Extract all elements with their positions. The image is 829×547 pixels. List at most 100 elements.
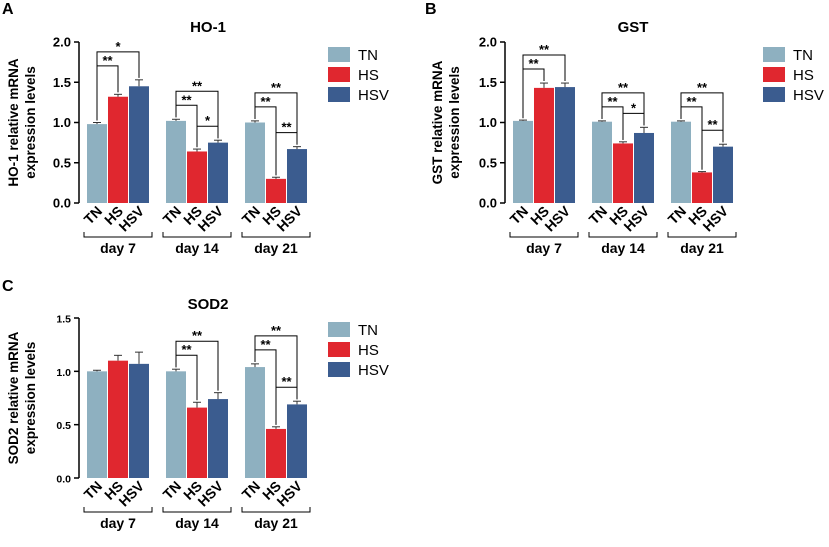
x-tick-label: HSV — [273, 202, 305, 234]
significance-marker: ** — [607, 94, 618, 109]
bar-hsv — [287, 404, 307, 478]
y-tick-label: 0.5 — [56, 420, 71, 432]
bar-tn — [87, 371, 107, 478]
y-tick-label: 1.5 — [53, 75, 71, 90]
y-tick-label: 0.5 — [479, 155, 497, 170]
significance-bracket — [196, 125, 219, 148]
x-tick-label: HSV — [620, 202, 652, 234]
chart-panel-c: C SOD2 SOD2 relative mRNA expression levels… — [2, 278, 389, 531]
y-axis-label: GST relative mRNA — [430, 60, 445, 184]
group-label: day 7 — [100, 515, 136, 531]
x-tick-label: HSV — [194, 202, 226, 234]
bar-hs — [613, 143, 633, 203]
chart-panel-b: B GST GST relative mRNA expression levels 0.… — [425, 1, 824, 256]
bar-hs — [108, 96, 128, 203]
legend-label-hs: HS — [358, 342, 379, 359]
bar-tn — [671, 121, 691, 203]
significance-marker: ** — [281, 120, 292, 135]
significance-bracket — [254, 335, 298, 400]
legend-swatch-tn — [763, 47, 785, 62]
legend-label-hsv: HSV — [358, 362, 389, 379]
x-tick-label: HSV — [115, 202, 147, 234]
y-tick-label: 1.0 — [53, 115, 71, 130]
significance-bracket — [175, 340, 219, 391]
significance-marker: ** — [618, 80, 629, 95]
y-tick-label: 0.0 — [479, 196, 497, 211]
significance-marker: ** — [271, 80, 282, 95]
significance-bracket — [680, 92, 724, 143]
significance-marker: * — [115, 39, 121, 54]
legend-label-hsv: HSV — [358, 87, 389, 104]
bar-hs — [187, 407, 207, 478]
bar-hs — [108, 360, 128, 478]
y-tick-label: 1.0 — [479, 115, 497, 130]
group-label: day 7 — [100, 240, 136, 256]
chart-title: GST — [618, 19, 649, 36]
bar-hsv — [129, 363, 149, 478]
significance-marker: ** — [281, 374, 292, 389]
significance-bracket — [622, 112, 645, 140]
y-tick-label: 0.0 — [56, 474, 71, 486]
bar-tn — [166, 371, 186, 478]
y-tick-label: 0.0 — [53, 196, 71, 211]
significance-marker: ** — [697, 80, 708, 95]
y-tick-label: 0.5 — [53, 155, 71, 170]
significance-marker: ** — [181, 342, 192, 357]
bar-tn — [592, 121, 612, 203]
significance-bracket — [601, 92, 645, 126]
group-bracket — [667, 232, 737, 238]
bar-hsv — [713, 146, 733, 203]
group-label: day 14 — [175, 515, 219, 531]
bar-tn — [87, 124, 107, 203]
significance-marker: ** — [528, 56, 539, 71]
y-tick-label: 2.0 — [479, 35, 497, 50]
significance-bracket — [522, 54, 566, 119]
significance-marker: ** — [260, 94, 271, 109]
bar-hs — [266, 428, 286, 478]
legend-swatch-hsv — [328, 87, 350, 102]
significance-bracket — [701, 129, 724, 170]
legend-label-tn: TN — [793, 47, 813, 64]
significance-bracket — [254, 92, 298, 145]
bar-hs — [266, 178, 286, 203]
significance-marker: * — [205, 113, 211, 128]
group-bracket — [83, 507, 153, 513]
legend-swatch-hs — [328, 67, 350, 82]
x-tick-label: HSV — [194, 477, 226, 509]
y-tick-label: 1.5 — [56, 314, 71, 326]
bar-tn — [513, 120, 533, 203]
significance-marker: ** — [102, 53, 113, 68]
y-axis-label: expression levels — [447, 66, 462, 179]
bar-hsv — [208, 399, 228, 478]
bar-hsv — [287, 149, 307, 203]
significance-bracket — [275, 386, 298, 425]
group-label: day 21 — [254, 240, 298, 256]
legend-swatch-hsv — [763, 87, 785, 102]
group-bracket — [588, 232, 658, 238]
significance-marker: ** — [181, 92, 192, 107]
group-bracket — [83, 232, 153, 238]
legend-label-tn: TN — [358, 322, 378, 339]
legend-label-hs: HS — [793, 67, 814, 84]
group-bracket — [162, 232, 232, 238]
significance-marker: ** — [686, 94, 697, 109]
x-tick-label: HSV — [699, 202, 731, 234]
bar-hs — [692, 172, 712, 203]
bar-hs — [187, 151, 207, 203]
group-bracket — [509, 232, 579, 238]
y-tick-label: 2.0 — [53, 35, 71, 50]
legend-swatch-hs — [763, 67, 785, 82]
y-tick-label: 1.0 — [56, 367, 71, 379]
chart-panel-a: A HO-1 HO-1 relative mRNA expression levels… — [2, 1, 389, 256]
bar-hs — [534, 87, 554, 203]
group-label: day 21 — [680, 240, 724, 256]
y-tick-label: 1.5 — [479, 75, 497, 90]
significance-bracket — [275, 132, 298, 176]
significance-marker: ** — [271, 323, 282, 338]
group-bracket — [241, 232, 311, 238]
legend-label-hs: HS — [358, 67, 379, 84]
legend-swatch-hsv — [328, 362, 350, 377]
panel-letter: C — [2, 278, 14, 295]
bar-tn — [245, 122, 265, 203]
